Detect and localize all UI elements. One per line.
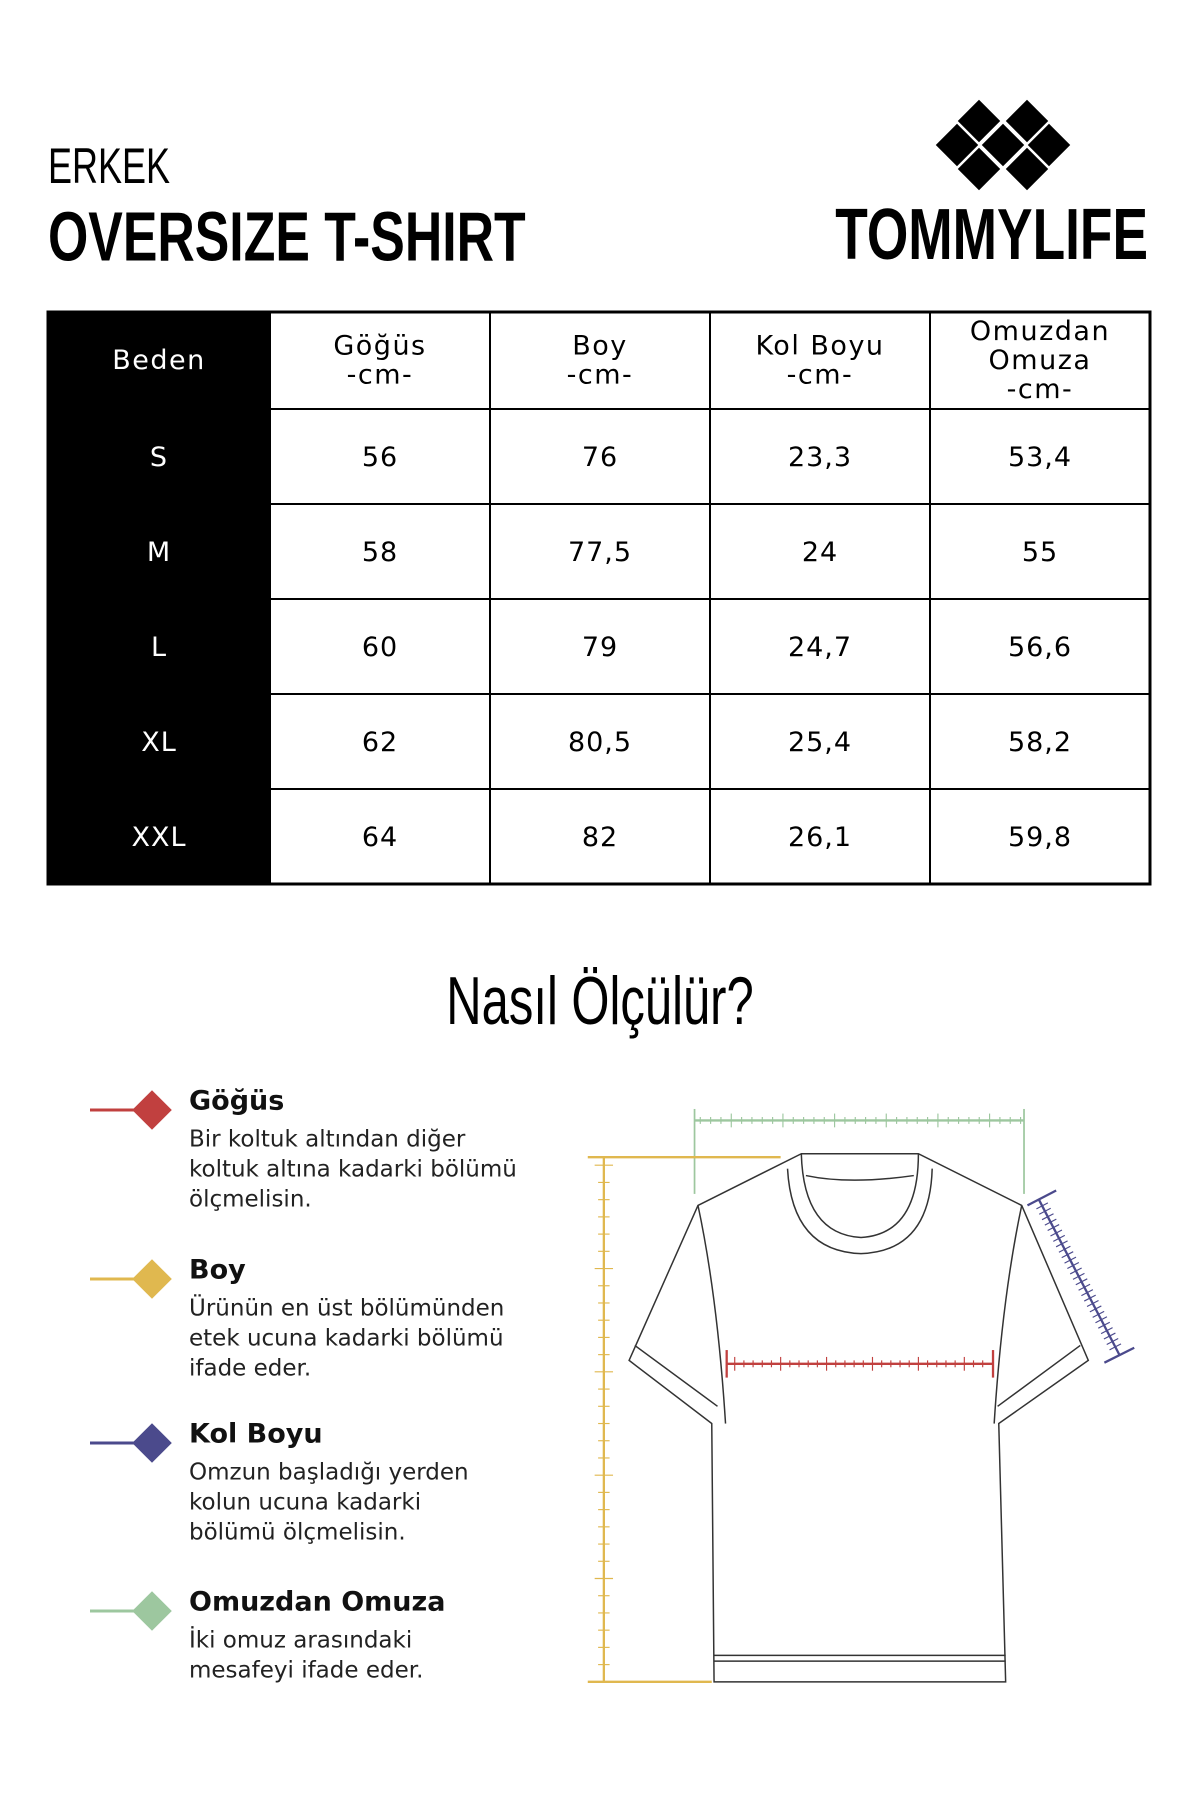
legend-text: Omzun başladığı yerden [189, 1460, 469, 1486]
cell-value: 55 [1022, 537, 1058, 568]
measure-line [1053, 1234, 1066, 1242]
legend-text: etek ucuna kadarki bölümü [189, 1326, 504, 1352]
legend-text: İki omuz arasındaki [189, 1626, 412, 1654]
legend-title: Omuzdan Omuza [189, 1587, 445, 1618]
cell-value: 26,1 [788, 822, 852, 853]
cell-value: 77,5 [568, 537, 632, 568]
measure-line [1103, 1346, 1135, 1364]
measure-line [1064, 1256, 1077, 1264]
measure-line [1041, 1213, 1054, 1221]
measure-line [1037, 1199, 1121, 1356]
measure-line [1106, 1337, 1119, 1345]
cell-value: 56 [362, 442, 398, 473]
cell-value: 58 [362, 537, 398, 568]
row-header-bg [48, 312, 270, 884]
cell-value: 60 [362, 632, 398, 663]
legend-text: Bir koltuk altından diğer [189, 1127, 466, 1153]
column-header: -cm- [787, 360, 854, 391]
cell-value: 24 [802, 537, 838, 568]
legend: Göğüs Bir koltuk altından diğer koltuk alt… [90, 1086, 517, 1684]
cell-value: 76 [582, 442, 618, 473]
measure-line [1075, 1278, 1088, 1286]
measure-line [1047, 1224, 1060, 1232]
cell-value: 24,7 [788, 632, 852, 663]
legend-diamond [132, 1259, 172, 1299]
legend-text: koltuk altına kadarki bölümü [189, 1157, 517, 1183]
cell-value: 56,6 [1008, 632, 1072, 663]
legend-diamond [132, 1591, 172, 1631]
tshirt-illustration [628, 1152, 1090, 1683]
size-label: M [147, 537, 171, 568]
measure-line [1055, 1240, 1068, 1248]
measure-line [1069, 1267, 1082, 1275]
measure-line [1098, 1321, 1111, 1329]
legend-text: ifade eder. [189, 1356, 311, 1382]
column-header: Omuza [989, 345, 1092, 376]
measure-line [1103, 1332, 1116, 1340]
cell-value: 62 [362, 727, 398, 758]
legend-diamond [132, 1423, 172, 1463]
size-label: L [151, 632, 167, 663]
size-label: S [150, 442, 168, 473]
legend-diamond [132, 1090, 172, 1130]
size-label: XL [141, 727, 177, 758]
measure-line [1086, 1300, 1099, 1307]
measure-line [1036, 1202, 1049, 1210]
guide-title: Nasıl Ölçülür? [446, 962, 753, 1039]
cell-value: 64 [362, 822, 398, 853]
column-header: Beden [112, 345, 206, 376]
measure-line [1095, 1316, 1108, 1324]
measure-line [1083, 1294, 1096, 1302]
measure-line [1038, 1207, 1051, 1215]
measure-lines [587, 1108, 1135, 1683]
column-header: Boy [572, 331, 628, 362]
cell-value: 58,2 [1008, 727, 1072, 758]
measure-line [1026, 1189, 1057, 1207]
measure-line [1089, 1305, 1102, 1313]
column-header: -cm- [347, 360, 414, 391]
column-header: Omuzdan [970, 316, 1110, 347]
measure-line [1072, 1272, 1085, 1280]
cell-value: 23,3 [788, 442, 852, 473]
cell-value: 59,8 [1008, 822, 1072, 853]
measure-line [1109, 1343, 1122, 1351]
legend-text: Ürünün en üst bölümünden [189, 1294, 504, 1322]
cell-value: 80,5 [568, 727, 632, 758]
measure-line [1061, 1251, 1074, 1259]
column-header: -cm- [1007, 374, 1074, 405]
measure-line [1078, 1283, 1091, 1291]
measure-line [1058, 1245, 1071, 1253]
subtitle: ERKEK [48, 140, 170, 195]
column-header: -cm- [567, 360, 634, 391]
legend-text: mesafeyi ifade eder. [189, 1658, 423, 1684]
legend-text: kolun ucuna kadarki [189, 1490, 421, 1516]
brand: TOMMYLIFE [835, 195, 1148, 275]
cell-value: 25,4 [788, 727, 852, 758]
measure-line [1050, 1229, 1063, 1237]
legend-title: Göğüs [189, 1086, 284, 1117]
measure-line [1044, 1218, 1057, 1226]
cell-value: 79 [582, 632, 618, 663]
logo [935, 99, 1071, 191]
size-label: XXL [131, 822, 186, 853]
cell-value: 82 [582, 822, 618, 853]
column-header: Kol Boyu [755, 331, 884, 362]
legend-text: bölümü ölçmelisin. [189, 1520, 406, 1546]
measure-line [1081, 1289, 1094, 1297]
measure-line [1100, 1327, 1113, 1335]
measure-line [1092, 1310, 1105, 1318]
legend-text: ölçmelisin. [189, 1187, 312, 1213]
column-header: Göğüs [333, 331, 426, 362]
size-table: Beden Göğüs-cm-Boy-cm-Kol Boyu-cm-Omuzdan… [46, 310, 1152, 886]
title: OVERSIZE T-SHIRT [48, 198, 526, 276]
legend-title: Kol Boyu [189, 1419, 323, 1450]
legend-title: Boy [189, 1255, 246, 1286]
measure-line [1067, 1262, 1080, 1270]
cell-value: 53,4 [1008, 442, 1072, 473]
